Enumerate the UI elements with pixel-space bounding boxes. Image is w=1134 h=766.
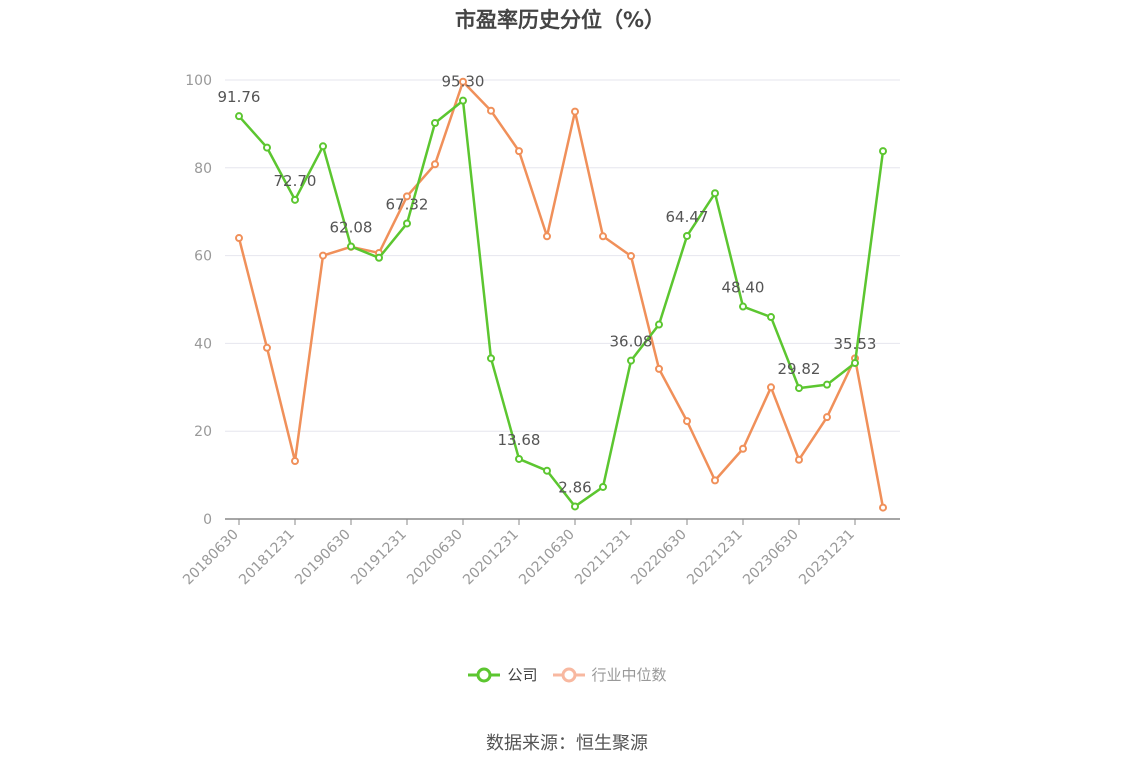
data-point[interactable] — [291, 195, 299, 204]
data-label: 35.53 — [834, 335, 877, 353]
data-label: 67.32 — [386, 195, 429, 213]
axes: 0 20 40 60 80 100 2018063020181231201906302019… — [180, 73, 900, 588]
x-tick-label: 20221231 — [684, 527, 746, 589]
source-note: 数据来源：恒生聚源 — [486, 733, 648, 754]
data-point[interactable] — [571, 502, 579, 511]
data-point[interactable] — [739, 444, 747, 453]
x-tick-label: 20180630 — [180, 527, 242, 589]
data-point[interactable] — [347, 242, 355, 251]
data-label: 95.30 — [442, 73, 485, 91]
data-point[interactable] — [767, 383, 775, 392]
data-point[interactable] — [627, 356, 635, 365]
y-tick-label: 60 — [194, 249, 212, 265]
data-point[interactable] — [683, 231, 691, 240]
data-point[interactable] — [459, 77, 467, 86]
series-line-1 — [237, 80, 885, 508]
legend: 公司 行业中位数 — [0, 664, 1134, 685]
data-point[interactable] — [459, 96, 467, 105]
x-tick-label: 20220630 — [628, 527, 690, 589]
data-point[interactable] — [767, 313, 775, 322]
series-line-0 — [238, 99, 885, 508]
data-point[interactable] — [599, 232, 607, 241]
legend-industry-icon — [552, 667, 585, 682]
data-point[interactable] — [823, 380, 831, 389]
data-point[interactable] — [823, 413, 831, 422]
data-point[interactable] — [795, 455, 803, 464]
data-point[interactable] — [739, 302, 747, 311]
x-tick-label: 20181231 — [236, 527, 298, 589]
y-tick-label: 100 — [185, 73, 212, 89]
data-label: 48.40 — [722, 279, 765, 297]
data-point[interactable] — [711, 189, 719, 198]
data-point[interactable] — [431, 160, 439, 169]
x-tick-label: 20200630 — [404, 527, 466, 589]
data-point[interactable] — [711, 476, 719, 485]
data-label: 64.47 — [666, 208, 709, 226]
data-label: 36.08 — [610, 333, 653, 351]
data-labels: 91.76 72.70 62.08 67.32 95.30 13.68 2.86 36.08 6… — [218, 73, 877, 497]
x-tick-label: 20231231 — [796, 527, 858, 589]
data-point[interactable] — [375, 253, 383, 262]
data-point[interactable] — [291, 457, 299, 466]
x-tick-label: 20191231 — [348, 527, 410, 589]
data-point[interactable] — [795, 384, 803, 393]
data-point[interactable] — [879, 147, 887, 156]
data-label: 72.70 — [274, 172, 317, 190]
data-point[interactable] — [851, 359, 859, 368]
data-point[interactable] — [487, 106, 495, 115]
x-tick-label: 20211231 — [572, 527, 634, 589]
data-point[interactable] — [515, 454, 523, 463]
legend-industry-label: 行业中位数 — [591, 666, 667, 684]
line-chart: 0 20 40 60 80 100 2018063020181231201906302019… — [180, 73, 900, 588]
data-label: 29.82 — [778, 360, 821, 378]
data-point[interactable] — [627, 252, 635, 261]
x-tick-label: 20210630 — [516, 527, 578, 589]
x-tick-label: 20190630 — [292, 527, 354, 589]
y-tick-label: 20 — [194, 424, 212, 440]
x-tick-label: 20201231 — [460, 527, 522, 589]
data-point[interactable] — [403, 192, 411, 201]
series — [235, 77, 887, 512]
legend-item-company[interactable]: 公司 — [467, 664, 538, 685]
data-point[interactable] — [235, 234, 243, 243]
data-point[interactable] — [543, 466, 551, 475]
data-point[interactable] — [515, 147, 523, 156]
chart-title: 市盈率历史分位（%） — [454, 8, 666, 32]
y-tick-label: 80 — [194, 161, 212, 177]
data-point[interactable] — [263, 143, 271, 152]
legend-item-industry[interactable]: 行业中位数 — [552, 664, 667, 685]
data-point[interactable] — [655, 320, 663, 329]
data-label: 13.68 — [498, 431, 541, 449]
data-point[interactable] — [319, 142, 327, 151]
legend-company-icon — [468, 667, 501, 682]
data-point[interactable] — [683, 417, 691, 426]
data-point[interactable] — [879, 503, 887, 512]
data-point[interactable] — [599, 482, 607, 491]
x-tick-label: 20230630 — [740, 527, 802, 589]
data-point[interactable] — [543, 232, 551, 241]
y-tick-label: 0 — [203, 512, 212, 528]
data-label: 62.08 — [330, 218, 373, 236]
data-point[interactable] — [431, 119, 439, 128]
data-label: 2.86 — [558, 478, 591, 496]
data-point[interactable] — [571, 107, 579, 116]
data-point[interactable] — [263, 343, 271, 352]
data-point[interactable] — [235, 112, 243, 121]
y-tick-label: 40 — [194, 336, 212, 352]
data-point[interactable] — [403, 219, 411, 228]
data-point[interactable] — [655, 364, 663, 373]
data-label: 91.76 — [218, 88, 261, 106]
legend-company-label: 公司 — [507, 666, 538, 684]
data-point[interactable] — [319, 251, 327, 260]
data-point[interactable] — [487, 354, 495, 363]
